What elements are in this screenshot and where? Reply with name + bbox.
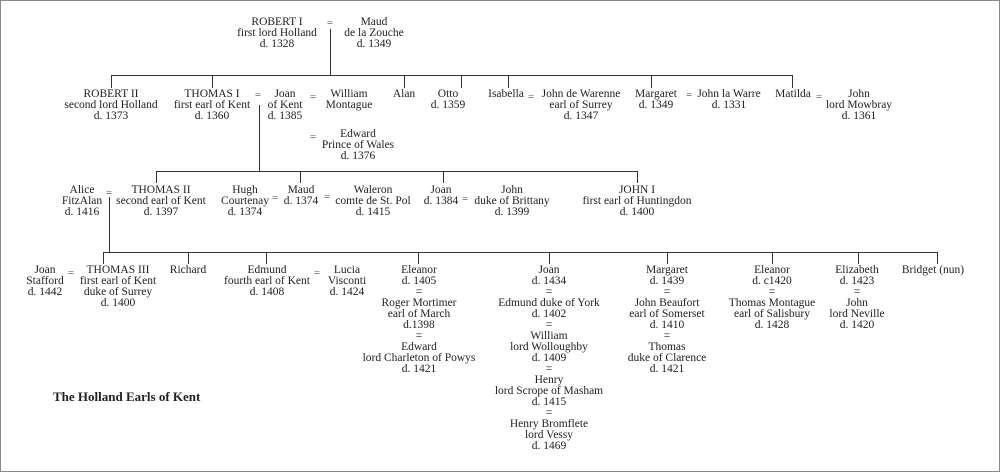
line-gen2 — [103, 197, 938, 264]
person-bridget: Bridget (nun) — [901, 264, 965, 276]
marriage-symbol: = — [527, 91, 535, 103]
person-maud-zouche: Maud de la Zouche d. 1349 — [344, 16, 404, 50]
person-john-mowbray: John lord Mowbray d. 1361 — [825, 88, 893, 122]
person-john-i: JOHN I first earl of Huntingdon d. 1400 — [582, 184, 692, 218]
marriage-symbol: = — [309, 131, 317, 143]
person-alan: Alan — [392, 88, 416, 100]
person-joan-of-kent: Joan of Kent d. 1385 — [267, 88, 303, 122]
marriage-symbol: = — [271, 192, 279, 204]
person-joan: Joan d. 1384 — [423, 184, 459, 207]
marriage-symbol: = — [67, 267, 75, 279]
person-thomas-ii: THOMAS II second earl of Kent d. 1397 — [116, 184, 206, 218]
person-edmund: Edmund fourth earl of Kent d. 1408 — [224, 264, 310, 298]
person-isabella: Isabella — [488, 88, 524, 100]
person-lucia-visconti: Lucia Visconti d. 1424 — [327, 264, 367, 298]
person-alice-fitzalan: Alice FitzAlan d. 1416 — [61, 184, 103, 218]
person-hugh-courtenay: Hugh Courtenay d. 1374 — [221, 184, 269, 218]
diagram-title: The Holland Earls of Kent — [53, 389, 201, 404]
person-maud: Maud d. 1374 — [283, 184, 319, 207]
person-richard: Richard — [169, 264, 207, 276]
marriage-symbol: = — [309, 91, 317, 103]
marriage-symbol: = — [685, 89, 693, 101]
person-john-de-warenne: John de Warenne earl of Surrey d. 1347 — [541, 88, 621, 122]
person-joan-stafford: Joan Stafford d. 1442 — [26, 264, 64, 298]
person-robert-ii: ROBERT II second lord Holland d. 1373 — [64, 88, 158, 122]
marriage-symbol: = — [313, 267, 321, 279]
marriage-symbol: = — [105, 187, 113, 199]
person-thomas-i: THOMAS I first earl of Kent d. 1360 — [173, 88, 251, 122]
person-otto: Otto d. 1359 — [430, 88, 466, 111]
marriage-symbol: = — [326, 17, 334, 29]
person-elizabeth: Elizabeth d. 1423 = John lord Neville d.… — [829, 264, 885, 331]
person-margaret: Margaret d. 1349 — [635, 88, 677, 111]
person-john-la-warre: John la Warre d. 1331 — [697, 88, 761, 111]
person-edward-prince-of-wales: Edward Prince of Wales d. 1376 — [321, 128, 395, 162]
marriage-symbol: = — [323, 191, 331, 203]
person-eleanor-1405: Eleanor d. 1405 = Roger Mortimer earl of… — [362, 264, 476, 375]
person-robert-i: ROBERT I first lord Holland d. 1328 — [237, 16, 317, 50]
person-eleanor-c1420: Eleanor d. c1420 = Thomas Montague earl … — [728, 264, 816, 331]
person-margaret-1439: Margaret d. 1439 = John Beaufort earl of… — [627, 264, 707, 375]
person-john-duke-of-brittany: John duke of Brittany d. 1399 — [474, 184, 550, 218]
person-waleron: Waleron comte de St. Pol d. 1415 — [335, 184, 411, 218]
person-matilda: Matilda — [775, 88, 811, 100]
marriage-symbol: = — [461, 193, 469, 205]
person-thomas-iii: THOMAS III first earl of Kent duke of Su… — [79, 264, 157, 309]
person-joan-1434: Joan d. 1434 = Edmund duke of York d. 14… — [494, 264, 604, 452]
marriage-symbol: = — [254, 89, 262, 101]
line-gen1 — [156, 105, 638, 183]
line-gen0 — [111, 29, 793, 88]
person-william-montague: William Montague — [325, 88, 373, 111]
marriage-symbol: = — [815, 91, 823, 103]
